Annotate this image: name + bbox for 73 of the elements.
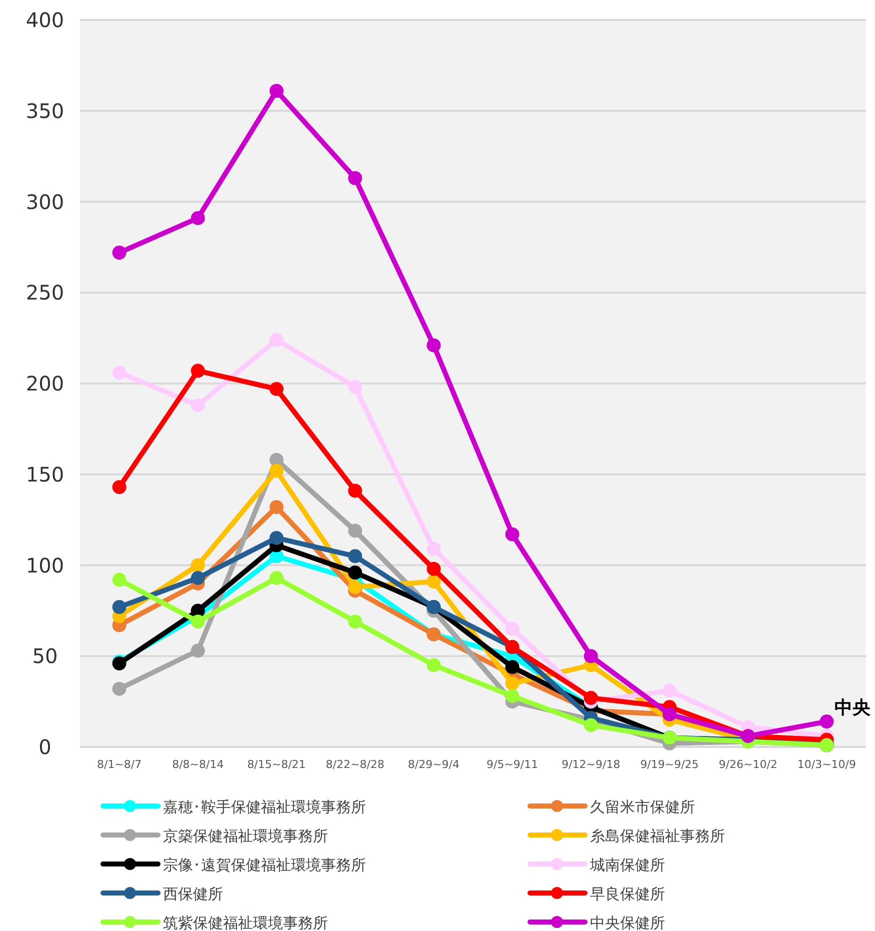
point — [348, 484, 362, 498]
point — [270, 332, 284, 347]
legend-label: 糸島保健福祉事務所 — [590, 827, 725, 845]
legend-label: 宗像･遠賀保健福祉環境事務所 — [163, 856, 366, 874]
x-tick-label: 9/5~9/11 — [486, 758, 538, 771]
x-tick-label: 8/29~9/4 — [408, 758, 460, 771]
legend-label: 久留米市保健所 — [590, 798, 695, 816]
legend-label: 西保健所 — [163, 885, 223, 903]
point — [270, 570, 284, 585]
point — [270, 84, 284, 98]
point — [426, 574, 441, 589]
point — [584, 690, 598, 705]
legend-label: 中央保健所 — [590, 914, 665, 931]
y-tick-label: 50 — [32, 644, 58, 668]
legend-label: 嘉穂･鞍手保健福祉環境事務所 — [163, 798, 366, 816]
point — [270, 530, 284, 545]
y-tick-label: 100 — [26, 553, 64, 578]
x-tick-label: 8/8~8/14 — [172, 758, 224, 771]
point — [820, 714, 834, 729]
legend-label: 城南保健所 — [589, 856, 665, 874]
point — [348, 549, 362, 564]
x-tick-label: 8/22~8/28 — [326, 758, 384, 771]
point — [190, 614, 205, 629]
point — [190, 644, 205, 658]
point — [505, 660, 520, 674]
x-tick-label: 9/19~9/25 — [640, 758, 699, 771]
point — [112, 600, 126, 614]
point — [505, 622, 520, 636]
point — [426, 338, 441, 352]
point — [348, 566, 362, 580]
y-tick-label: 350 — [26, 98, 64, 123]
point — [505, 689, 520, 704]
point — [584, 718, 598, 732]
y-tick-label: 300 — [26, 190, 64, 214]
y-tick-label: 150 — [26, 462, 64, 486]
point — [112, 480, 126, 494]
y-tick-label: 200 — [26, 372, 64, 396]
point — [190, 398, 205, 412]
point — [112, 366, 126, 380]
point — [112, 572, 126, 587]
annotation: 中央 — [834, 698, 872, 719]
point — [505, 676, 520, 690]
point — [112, 682, 126, 696]
point — [348, 524, 362, 538]
point — [348, 171, 362, 186]
point — [348, 380, 362, 394]
x-tick-label: 10/3~10/9 — [797, 758, 856, 771]
legend-label: 京築保健福祉環境事務所 — [163, 827, 328, 845]
point — [270, 382, 284, 396]
point — [584, 649, 598, 664]
x-tick-label: 8/1~8/7 — [96, 758, 142, 771]
point — [190, 570, 205, 585]
point — [662, 684, 676, 698]
point — [190, 558, 205, 572]
y-tick-label: 250 — [26, 280, 64, 305]
y-tick-label: 400 — [26, 8, 64, 32]
x-tick-label: 9/12~9/18 — [562, 758, 620, 771]
point — [426, 562, 441, 576]
legend-label: 早良保健所 — [590, 885, 665, 903]
point — [426, 542, 441, 556]
y-tick-label: 0 — [38, 735, 52, 759]
point — [270, 500, 284, 514]
legend-label: 筑紫保健福祉環境事務所 — [163, 914, 328, 931]
point — [348, 614, 362, 629]
point — [348, 580, 362, 594]
point — [270, 464, 284, 478]
point — [190, 364, 205, 378]
x-tick-label: 9/26~10/2 — [718, 758, 778, 771]
point — [505, 527, 520, 542]
x-tick-label: 8/15~8/21 — [247, 758, 306, 771]
point — [426, 658, 441, 672]
point — [112, 246, 126, 260]
point — [190, 211, 205, 226]
